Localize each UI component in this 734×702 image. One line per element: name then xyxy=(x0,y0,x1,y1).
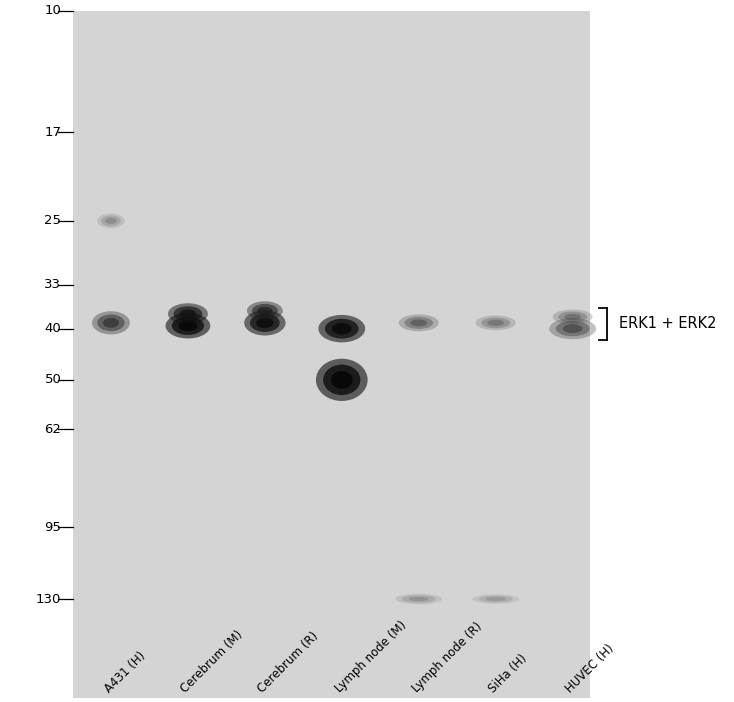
Ellipse shape xyxy=(409,597,429,601)
Ellipse shape xyxy=(316,359,368,401)
Text: 130: 130 xyxy=(36,592,62,606)
Text: A431 (H): A431 (H) xyxy=(102,649,148,695)
Ellipse shape xyxy=(252,304,277,317)
Text: 25: 25 xyxy=(44,214,62,227)
Ellipse shape xyxy=(103,318,119,328)
Ellipse shape xyxy=(487,319,504,326)
Ellipse shape xyxy=(323,364,360,395)
Text: 33: 33 xyxy=(44,278,62,291)
Text: HUVEC (H): HUVEC (H) xyxy=(564,642,617,695)
Ellipse shape xyxy=(563,324,583,333)
Text: 62: 62 xyxy=(45,423,62,436)
Ellipse shape xyxy=(404,317,433,329)
Ellipse shape xyxy=(486,597,506,601)
Ellipse shape xyxy=(250,314,280,332)
Ellipse shape xyxy=(399,314,439,331)
Text: Lymph node (R): Lymph node (R) xyxy=(410,620,484,695)
Ellipse shape xyxy=(396,594,442,604)
Ellipse shape xyxy=(556,321,589,336)
Ellipse shape xyxy=(482,317,510,328)
Ellipse shape xyxy=(97,213,125,228)
Ellipse shape xyxy=(319,315,366,343)
Ellipse shape xyxy=(410,319,427,326)
Ellipse shape xyxy=(168,303,208,324)
Text: 95: 95 xyxy=(45,521,62,534)
Text: 50: 50 xyxy=(45,373,62,386)
Text: SiHa (H): SiHa (H) xyxy=(487,651,530,695)
Ellipse shape xyxy=(165,313,211,338)
Ellipse shape xyxy=(105,218,117,224)
Ellipse shape xyxy=(98,314,125,331)
Ellipse shape xyxy=(553,310,592,324)
Ellipse shape xyxy=(247,301,283,320)
Text: Cerebrum (M): Cerebrum (M) xyxy=(178,628,246,695)
Text: 40: 40 xyxy=(45,322,62,335)
Ellipse shape xyxy=(332,323,352,334)
Ellipse shape xyxy=(172,317,204,335)
Ellipse shape xyxy=(244,310,286,336)
Ellipse shape xyxy=(476,315,516,330)
Ellipse shape xyxy=(101,216,121,226)
Ellipse shape xyxy=(258,307,272,314)
Text: ERK1 + ERK2: ERK1 + ERK2 xyxy=(619,317,717,331)
Ellipse shape xyxy=(331,371,352,389)
Ellipse shape xyxy=(564,314,581,320)
Ellipse shape xyxy=(180,310,196,318)
Ellipse shape xyxy=(479,595,512,602)
Bar xyxy=(73,11,590,698)
Text: 17: 17 xyxy=(44,126,62,139)
Ellipse shape xyxy=(256,317,274,328)
Ellipse shape xyxy=(472,595,519,604)
Ellipse shape xyxy=(92,311,130,334)
Ellipse shape xyxy=(325,319,359,338)
Text: Cerebrum (R): Cerebrum (R) xyxy=(255,630,321,695)
Ellipse shape xyxy=(402,595,435,603)
Ellipse shape xyxy=(178,320,197,331)
Ellipse shape xyxy=(173,306,203,322)
Ellipse shape xyxy=(559,312,587,322)
Text: Lymph node (M): Lymph node (M) xyxy=(333,618,409,695)
Ellipse shape xyxy=(549,318,596,339)
Text: 10: 10 xyxy=(45,4,62,17)
